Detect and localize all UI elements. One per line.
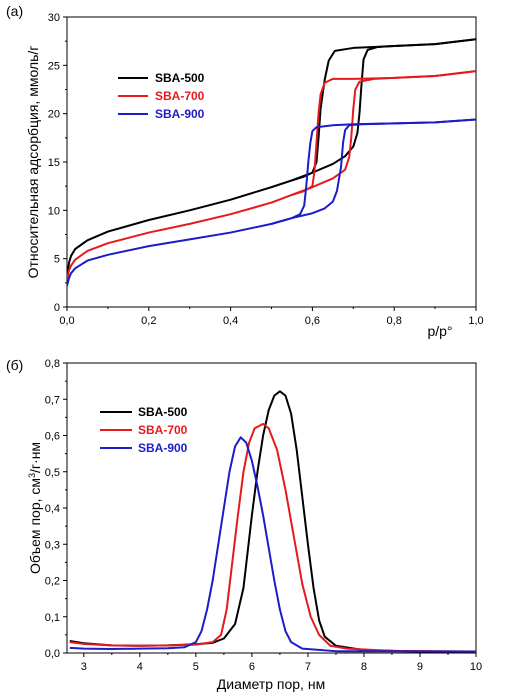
series-sba-900-line bbox=[69, 436, 476, 653]
panel-label: (б) bbox=[6, 357, 23, 373]
plot-frame bbox=[66, 16, 477, 308]
x-axis-title: p/p° bbox=[427, 323, 452, 339]
x-tick-label: 8 bbox=[361, 661, 367, 673]
y-tick-label: 20 bbox=[48, 109, 60, 121]
x-tick-label: 0,8 bbox=[387, 315, 402, 327]
x-tick-label: 3 bbox=[81, 661, 87, 673]
series-sba-500-adsorption-line bbox=[67, 38, 476, 279]
y-tick-label: 0,7 bbox=[45, 394, 60, 406]
legend-label: SBA-500 bbox=[155, 71, 205, 85]
x-tick-label: 0,2 bbox=[141, 315, 156, 327]
series-sba-700-adsorption-line bbox=[67, 70, 476, 281]
y-tick-label: 30 bbox=[48, 12, 60, 24]
y-tick-label: 0,2 bbox=[45, 576, 60, 588]
y-tick-label: 0,5 bbox=[45, 467, 60, 479]
y-tick-label: 0,6 bbox=[45, 431, 60, 443]
y-axis-title-unit: /г·нм bbox=[27, 442, 43, 473]
y-axis-title: Относительная адсорбция, ммоль/г bbox=[25, 46, 41, 279]
isotherm-chart: 0 5 10 15 20 25 30 0,0 0,2 0,4 0,6 0,8 1,0 SBA-500 SBA… bbox=[6, 3, 484, 339]
series-sba-500-desorption-line bbox=[291, 38, 476, 182]
series-sba-900-desorption-line bbox=[271, 118, 476, 225]
legend-label: SBA-500 bbox=[138, 405, 188, 419]
plot-area bbox=[67, 38, 476, 286]
y-tick-label: 0 bbox=[54, 302, 60, 314]
legend-label: SBA-700 bbox=[155, 89, 205, 103]
x-tick-label: 1,0 bbox=[468, 315, 483, 327]
y-axis-title-superscript: 3 bbox=[27, 473, 37, 478]
y-tick-label: 25 bbox=[48, 60, 60, 72]
x-tick-label: 0,6 bbox=[305, 315, 320, 327]
y-tick-label: 15 bbox=[48, 157, 60, 169]
x-tick-label: 0,0 bbox=[59, 315, 74, 327]
legend-label: SBA-900 bbox=[155, 107, 205, 121]
plot-area bbox=[69, 390, 476, 653]
series-sba-700-line bbox=[69, 422, 476, 653]
y-axis-title: Объем пор, см3/г·нм bbox=[27, 442, 43, 574]
pore-size-chart: 0,0 0,1 0,2 0,3 0,4 0,5 0,6 0,7 0,8 3 4 5 6 7 8 9 10 SBA-… bbox=[6, 357, 482, 692]
x-tick-label: 5 bbox=[193, 661, 199, 673]
panel-label: (a) bbox=[6, 3, 23, 19]
x-tick-label: 4 bbox=[137, 661, 143, 673]
y-tick-label: 0,0 bbox=[45, 648, 60, 660]
x-axis-title: Диаметр пор, нм bbox=[217, 676, 325, 692]
x-tick-label: 9 bbox=[417, 661, 423, 673]
y-tick-label: 0,1 bbox=[45, 612, 60, 624]
y-tick-label: 10 bbox=[48, 205, 60, 217]
plot-frame bbox=[66, 362, 477, 654]
x-tick-label: 10 bbox=[470, 661, 482, 673]
y-tick-label: 5 bbox=[54, 254, 60, 266]
series-sba-700-desorption-line bbox=[291, 70, 476, 196]
legend-label: SBA-700 bbox=[138, 423, 188, 437]
x-tick-label: 6 bbox=[249, 661, 255, 673]
x-tick-label: 0,4 bbox=[223, 315, 238, 327]
y-tick-label: 0,8 bbox=[45, 358, 60, 370]
y-axis-title-main: Объем пор, см bbox=[27, 478, 43, 574]
y-tick-label: 0,3 bbox=[45, 539, 60, 551]
y-tick-label: 0,4 bbox=[45, 503, 60, 515]
x-tick-label: 7 bbox=[305, 661, 311, 673]
legend-label: SBA-900 bbox=[138, 441, 188, 455]
